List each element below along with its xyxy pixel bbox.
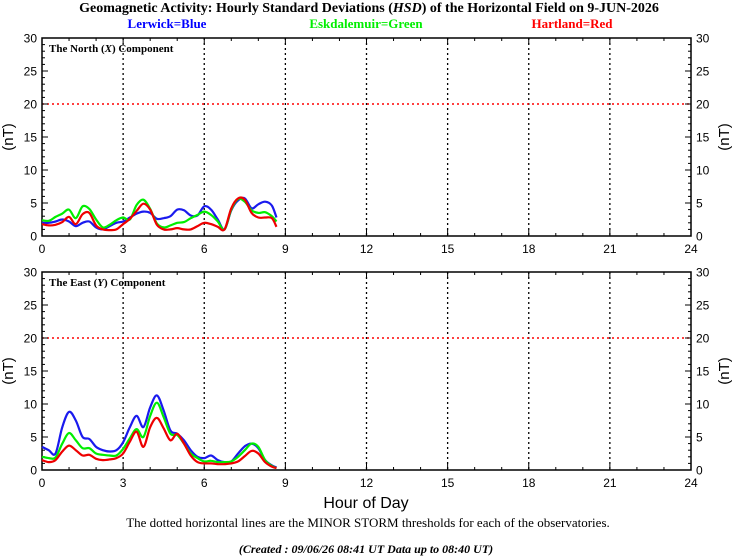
- x-tick-label: 9: [282, 476, 289, 490]
- y-tick-label: 25: [696, 299, 710, 313]
- x-tick-label: 21: [603, 476, 617, 490]
- y-axis-label: (nT): [0, 123, 17, 151]
- series-line-hartland: [41, 196, 278, 232]
- x-tick-label: 12: [360, 242, 374, 256]
- x-tick-label: 9: [282, 242, 289, 256]
- x-axis-title: Hour of Day: [323, 495, 408, 512]
- series-line-hartland: [41, 416, 277, 470]
- y-tick-label: 0: [30, 230, 37, 244]
- panel-label: The North (X) Component: [49, 43, 174, 55]
- y-tick-label: 15: [696, 365, 710, 379]
- x-tick-label: 12: [360, 476, 374, 490]
- y-tick-label: 0: [696, 464, 703, 478]
- y-tick-label: 20: [696, 332, 710, 346]
- x-tick-label: 24: [684, 476, 698, 490]
- x-tick-label: 6: [201, 242, 208, 256]
- x-tick-label: 3: [120, 242, 127, 256]
- x-tick-label: 15: [441, 476, 455, 490]
- y-tick-label: 15: [24, 365, 38, 379]
- y-tick-label: 15: [696, 131, 710, 145]
- x-tick-label: 24: [684, 242, 698, 256]
- panel-label: The East (Y) Component: [49, 277, 166, 289]
- threshold-note: The dotted horizontal lines are the MINO…: [126, 515, 610, 530]
- y-tick-label: 5: [30, 197, 37, 211]
- y-tick-label: 10: [696, 164, 710, 178]
- y-tick-label: 20: [24, 98, 38, 112]
- y-axis-label: (nT): [0, 357, 17, 385]
- series-line-lerwick: [41, 394, 277, 469]
- y-tick-label: 25: [24, 65, 38, 79]
- y-tick-label: 10: [24, 164, 38, 178]
- y-tick-label: 10: [696, 398, 710, 412]
- y-tick-label: 5: [696, 197, 703, 211]
- y-tick-label: 30: [696, 32, 710, 46]
- legend-lerwick: Lerwick=Blue: [128, 16, 207, 31]
- legend-eskdalemuir: Eskdalemuir=Green: [309, 16, 423, 31]
- y-tick-label: 5: [696, 431, 703, 445]
- y-tick-label: 10: [24, 398, 38, 412]
- y-tick-label: 30: [24, 32, 38, 46]
- y-tick-label: 15: [24, 131, 38, 145]
- y-tick-label: 25: [24, 299, 38, 313]
- y-tick-label: 25: [696, 65, 710, 79]
- chart-title: Geomagnetic Activity: Hourly Standard De…: [79, 1, 659, 16]
- x-tick-label: 6: [201, 476, 208, 490]
- x-tick-label: 18: [522, 242, 536, 256]
- x-tick-label: 0: [39, 242, 46, 256]
- x-tick-label: 3: [120, 476, 127, 490]
- series-line-eskdalemuir: [41, 401, 277, 470]
- y-axis-label-right: (nT): [716, 357, 733, 385]
- y-tick-label: 30: [696, 266, 710, 280]
- y-tick-label: 20: [696, 98, 710, 112]
- x-tick-label: 0: [39, 476, 46, 490]
- y-tick-label: 20: [24, 332, 38, 346]
- y-tick-label: 30: [24, 266, 38, 280]
- legend-hartland: Hartland=Red: [531, 16, 613, 31]
- y-tick-label: 0: [30, 464, 37, 478]
- x-tick-label: 18: [522, 476, 536, 490]
- created-note: (Created : 09/06/26 08:41 UT Data up to …: [239, 542, 493, 556]
- x-tick-label: 15: [441, 242, 455, 256]
- x-tick-label: 21: [603, 242, 617, 256]
- y-tick-label: 0: [696, 230, 703, 244]
- y-tick-label: 5: [30, 431, 37, 445]
- y-axis-label-right: (nT): [716, 123, 733, 151]
